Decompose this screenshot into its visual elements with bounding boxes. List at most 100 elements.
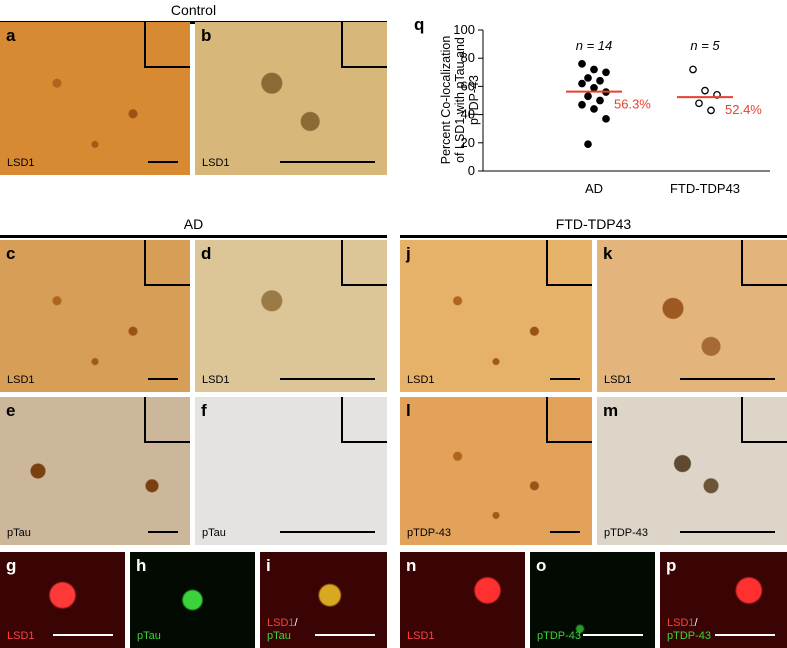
data-point — [701, 86, 709, 95]
inset — [144, 397, 190, 443]
image-panel: j LSD1 — [400, 240, 592, 392]
stain-part: pTau — [267, 630, 291, 642]
stain-label: LSD1 — [604, 374, 632, 386]
stain-label: pTau — [202, 527, 226, 539]
panel-letter: q — [414, 15, 424, 34]
data-point — [578, 59, 586, 68]
data-point — [590, 65, 598, 74]
panel-letter: f — [201, 401, 207, 420]
inset — [741, 240, 787, 286]
stain-part: / — [694, 617, 698, 629]
panel-letter: c — [6, 244, 16, 263]
panel-letter: g — [6, 556, 17, 575]
image-panel: i LSD1/pTau — [260, 552, 387, 648]
image-panel: b LSD1 — [195, 22, 387, 175]
scale-bar — [148, 531, 178, 533]
data-point — [707, 106, 715, 115]
image-panel: h pTau — [130, 552, 255, 648]
panel-letter: d — [201, 244, 212, 263]
stain-label: LSD1 — [7, 630, 35, 642]
inset — [546, 397, 592, 443]
scale-bar — [315, 634, 375, 636]
mean-label: 56.3% — [614, 97, 651, 112]
image-panel: o pTDP-43 — [530, 552, 655, 648]
scale-bar — [680, 531, 775, 533]
stain-part: / — [294, 617, 298, 629]
inset — [741, 397, 787, 443]
scale-bar — [280, 531, 375, 533]
panel-letter: i — [266, 556, 271, 575]
panel-letter: b — [201, 26, 212, 45]
y-tick-label: 20 — [461, 135, 475, 150]
stain-part: LSD1 — [667, 617, 695, 629]
image-panel: a LSD1 — [0, 22, 190, 175]
y-tick-label: 100 — [453, 22, 475, 37]
data-point — [584, 140, 592, 149]
data-point — [590, 105, 598, 113]
y-tick-label: 80 — [461, 50, 475, 65]
panel-letter: o — [536, 556, 547, 575]
image-panel: m pTDP-43 — [597, 397, 787, 545]
header-ad: AD — [0, 216, 387, 238]
stain-label: pTDP-43 — [537, 630, 582, 642]
stain-label: LSD1 — [407, 630, 435, 642]
y-axis-label: Percent Co-localization — [439, 36, 453, 165]
x-tick-label: FTD-TDP43 — [670, 181, 740, 196]
data-point — [590, 83, 598, 92]
image-panel: p LSD1/pTDP-43 — [660, 552, 787, 648]
stain-label: LSD1 — [407, 374, 435, 386]
stain-label: LSD1 — [202, 374, 230, 386]
chart: q Percent Co-localization of LSD1 with pTa… — [414, 15, 770, 196]
image-panel: g LSD1 — [0, 552, 125, 648]
y-axis-label: of LSD1 with pTau and — [453, 37, 467, 163]
inset — [144, 240, 190, 286]
stain-label: LSD1 — [7, 374, 35, 386]
panel-letter: n — [406, 556, 417, 575]
image-panel: l pTDP-43 — [400, 397, 592, 545]
scale-bar — [583, 634, 643, 636]
stain-label: pTDP-43 — [407, 527, 452, 539]
scale-bar — [148, 378, 178, 380]
data-point — [584, 74, 592, 82]
header-ftd: FTD-TDP43 — [400, 216, 787, 238]
data-point — [695, 99, 703, 108]
panel-letter: l — [406, 401, 411, 420]
panel-letter: e — [6, 401, 16, 420]
data-point — [689, 65, 697, 74]
stain-label: pTDP-43 — [604, 527, 649, 539]
stain-label: LSD1/pTau — [267, 617, 298, 643]
y-tick-label: 40 — [461, 107, 475, 122]
stain-label: LSD1/pTDP-43 — [667, 617, 711, 643]
data-point — [578, 100, 586, 109]
panel-letter: a — [6, 26, 16, 45]
n-label: n = 5 — [690, 38, 720, 53]
inset — [144, 22, 190, 68]
header-control: Control — [0, 2, 387, 24]
inset — [546, 240, 592, 286]
scale-bar — [280, 378, 375, 380]
stain-label: LSD1 — [7, 157, 35, 169]
data-point — [602, 114, 610, 123]
scale-bar — [280, 161, 375, 163]
scale-bar — [715, 634, 775, 636]
panel-letter: p — [666, 556, 677, 575]
y-tick-label: 0 — [468, 163, 475, 178]
scale-bar — [53, 634, 113, 636]
panel-letter: m — [603, 401, 619, 420]
stain-label: pTau — [7, 527, 31, 539]
y-axis-label: pTDP-43 — [467, 75, 481, 125]
image-panel: k LSD1 — [597, 240, 787, 392]
x-tick-label: AD — [585, 181, 603, 196]
scale-bar — [680, 378, 775, 380]
n-label: n = 14 — [576, 38, 613, 53]
inset — [341, 22, 387, 68]
stain-label: LSD1 — [202, 157, 230, 169]
image-panel: e pTau — [0, 397, 190, 545]
scale-bar — [550, 378, 580, 380]
data-point — [578, 79, 586, 88]
data-point — [596, 76, 604, 85]
image-panel: d LSD1 — [195, 240, 387, 392]
scale-bar — [148, 161, 178, 163]
scale-bar — [550, 531, 580, 533]
